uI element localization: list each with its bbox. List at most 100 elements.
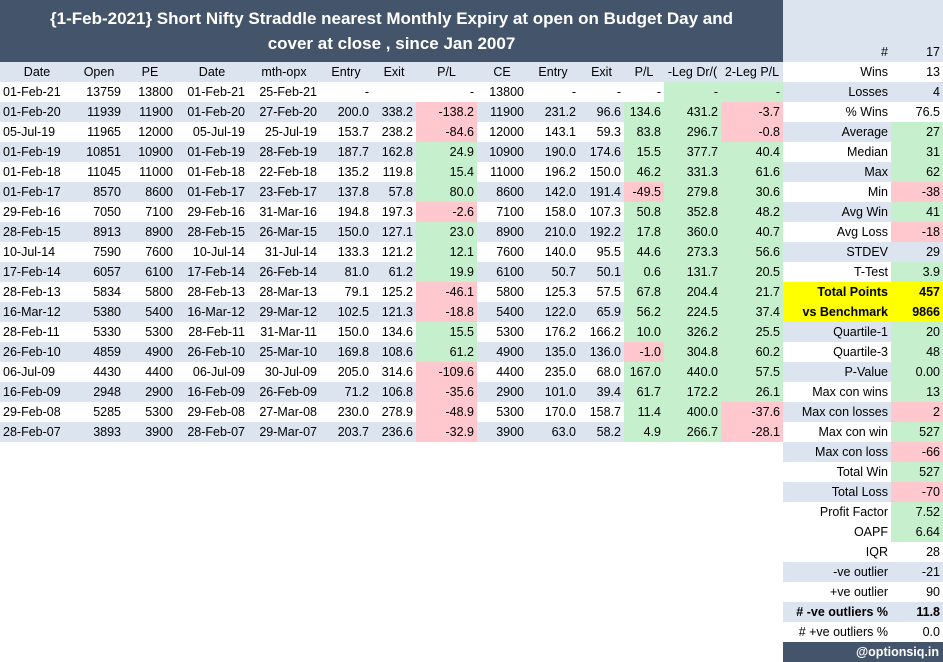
table-cell: 8900 bbox=[477, 222, 527, 242]
table-cell: 210.0 bbox=[527, 222, 579, 242]
table-cell: 16-Feb-09 bbox=[176, 382, 248, 402]
stat-row: Avg Loss -18 bbox=[783, 222, 943, 242]
table-cell: 11000 bbox=[139, 165, 173, 179]
table-cell: 134.6 bbox=[381, 325, 413, 339]
table-cell: 25-Feb-21 bbox=[259, 85, 317, 99]
table-cell: 24.9 bbox=[416, 142, 477, 162]
table-cell: 127.1 bbox=[372, 222, 416, 242]
table-cell: 95.5 bbox=[596, 245, 621, 259]
table-cell: 8570 bbox=[74, 182, 124, 202]
table-cell: 19.9 bbox=[416, 262, 477, 282]
table-row: 01-Feb-19 10851 10900 01-Feb-19 28-Feb-19 187… bbox=[0, 142, 783, 162]
column-header: mth-opx bbox=[248, 62, 320, 82]
table-cell: 26-Mar-15 bbox=[248, 222, 320, 242]
stat-value: -21 bbox=[891, 562, 943, 582]
table-cell: -37.6 bbox=[721, 402, 783, 422]
table-cell: 278.9 bbox=[381, 405, 413, 419]
stat-row: #17 bbox=[783, 42, 943, 62]
table-cell: 122.0 bbox=[527, 302, 579, 322]
table-row: 10-Jul-14 7590 7600 10-Jul-14 31-Jul-14 133.3… bbox=[0, 242, 783, 262]
table-cell: 4900 bbox=[477, 342, 527, 362]
table-cell: 440.0 bbox=[664, 362, 721, 382]
table-cell: 05-Jul-19 bbox=[192, 125, 245, 139]
stat-label: # -ve outliers % bbox=[783, 602, 891, 622]
table-cell: 304.8 bbox=[664, 342, 721, 362]
stat-label: STDEV bbox=[783, 242, 891, 262]
table-cell: 4400 bbox=[496, 365, 524, 379]
stat-row: Max con win 527 bbox=[783, 422, 943, 442]
table-cell: 12.1 bbox=[416, 242, 477, 262]
table-cell: 16-Feb-09 bbox=[0, 382, 74, 402]
stat-row: P-Value 0.00 bbox=[783, 362, 943, 382]
table-cell: 16-Mar-12 bbox=[176, 302, 248, 322]
table-cell: 5300 bbox=[145, 325, 173, 339]
table-cell: 352.8 bbox=[664, 202, 721, 222]
table-cell: 50.1 bbox=[579, 262, 624, 282]
table-cell: 377.7 bbox=[664, 142, 721, 162]
table-cell: 204.4 bbox=[664, 282, 721, 302]
table-cell: 230.0 bbox=[337, 405, 369, 419]
stats-table: #17 Wins 13 Losses 4% Wins 76.5 Average 27 Media… bbox=[783, 42, 943, 642]
table-cell: 143.1 bbox=[544, 125, 576, 139]
table-cell: 205.0 bbox=[337, 365, 369, 379]
table-cell: 194.8 bbox=[337, 205, 369, 219]
table-cell: 0.6 bbox=[624, 262, 664, 282]
stat-label: Average bbox=[783, 122, 891, 142]
stat-row: Max 62 bbox=[783, 162, 943, 182]
table-cell: -109.6 bbox=[416, 362, 477, 382]
table-cell: 83.8 bbox=[624, 122, 664, 142]
table-cell: 3900 bbox=[477, 422, 527, 442]
table-cell: 190.0 bbox=[527, 142, 579, 162]
stat-value: 2 bbox=[891, 402, 943, 422]
column-header: Exit bbox=[372, 62, 416, 82]
table-cell: 133.3 bbox=[337, 245, 369, 259]
table-cell: 4900 bbox=[124, 342, 176, 362]
stat-value: 527 bbox=[891, 462, 943, 482]
table-cell: -3.7 bbox=[721, 102, 783, 122]
table-cell: 191.4 bbox=[579, 182, 624, 202]
table-cell: 01-Feb-18 bbox=[3, 165, 61, 179]
stats-header-fill bbox=[783, 0, 943, 42]
table-cell: 26-Feb-10 bbox=[0, 342, 74, 362]
stat-value: -66 bbox=[891, 442, 943, 462]
table-cell: 10851 bbox=[74, 142, 124, 162]
table-cell: 150.0 bbox=[337, 325, 369, 339]
table-cell: 121.3 bbox=[372, 302, 416, 322]
table-cell: 7100 bbox=[496, 205, 524, 219]
table-cell: - bbox=[571, 85, 576, 99]
table-cell: 134.6 bbox=[624, 102, 664, 122]
table-cell: 59.3 bbox=[596, 125, 621, 139]
stat-value: 7.52 bbox=[891, 502, 943, 522]
table-cell: 23.0 bbox=[416, 222, 477, 242]
table-cell: 331.3 bbox=[664, 162, 721, 182]
stat-row: Total Points 457 bbox=[783, 282, 943, 302]
stat-label: Wins bbox=[860, 65, 888, 79]
table-cell: 107.3 bbox=[589, 205, 621, 219]
table-cell: 2900 bbox=[477, 382, 527, 402]
table-cell: 81.0 bbox=[320, 262, 372, 282]
stats-panel: #17 Wins 13 Losses 4% Wins 76.5 Average 27 Media… bbox=[783, 0, 943, 662]
table-row: 17-Feb-14 6057 6100 17-Feb-14 26-Feb-14 81.0 6… bbox=[0, 262, 783, 282]
stat-value: 9866 bbox=[891, 302, 943, 322]
table-cell: 158.0 bbox=[544, 205, 576, 219]
table-cell: 28-Feb-11 bbox=[188, 325, 245, 339]
table-cell: 26-Feb-14 bbox=[248, 262, 320, 282]
stat-label: Median bbox=[847, 145, 888, 159]
stat-row: +ve outlier 90 bbox=[783, 582, 943, 602]
table-cell: 56.2 bbox=[624, 302, 664, 322]
table-cell: 6100 bbox=[124, 262, 176, 282]
table-cell: 5300 bbox=[145, 405, 173, 419]
table-cell: 12000 bbox=[489, 125, 524, 139]
table-cell: 39.4 bbox=[579, 382, 624, 402]
stat-row: Avg Win 41 bbox=[783, 202, 943, 222]
table-cell: 25-Jul-19 bbox=[264, 125, 317, 139]
table-cell: 22-Feb-18 bbox=[259, 165, 317, 179]
table-row: 29-Feb-08 5285 5300 29-Feb-08 27-Mar-08 230.0… bbox=[0, 402, 783, 422]
table-cell: 197.3 bbox=[381, 205, 413, 219]
table-row: 16-Feb-09 2948 2900 16-Feb-09 26-Feb-09 71.2 1… bbox=[0, 382, 783, 402]
table-cell: 13759 bbox=[86, 85, 121, 99]
table-cell: 40.4 bbox=[721, 142, 783, 162]
table-cell: - bbox=[721, 82, 783, 102]
table-cell: 28-Mar-13 bbox=[259, 285, 317, 299]
table-cell: 7600 bbox=[145, 245, 173, 259]
